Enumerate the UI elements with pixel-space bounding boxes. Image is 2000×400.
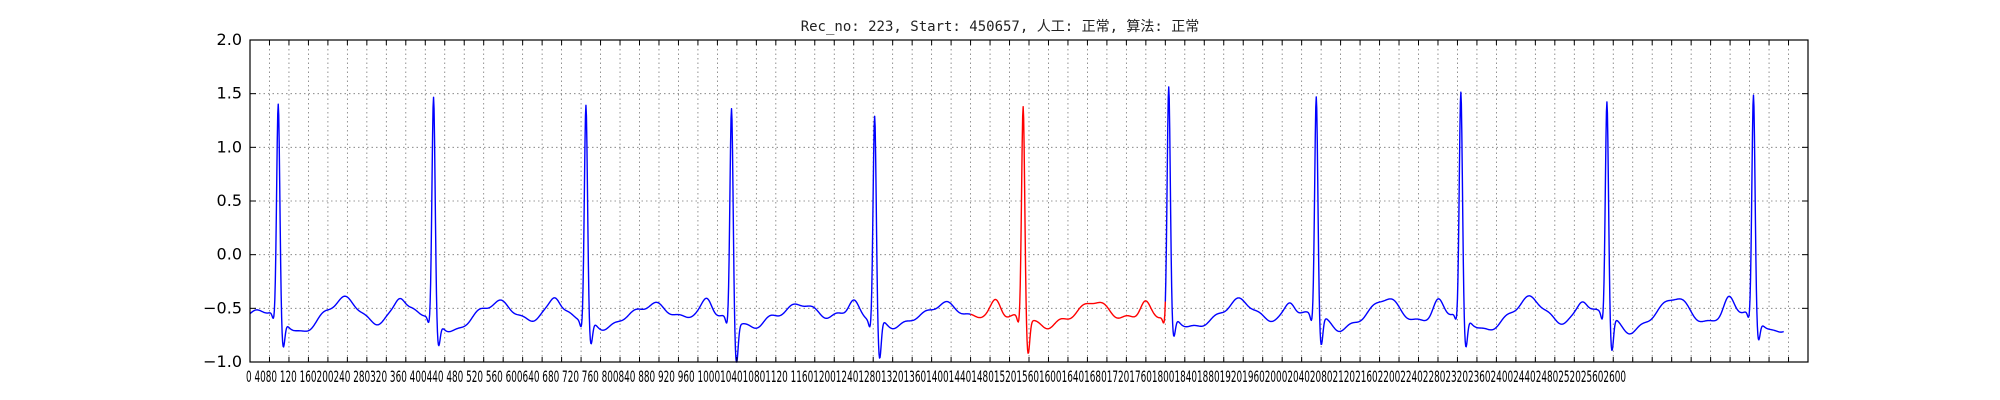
grid-lines [249, 39, 1809, 363]
y-tick-label: 0.0 [217, 245, 242, 264]
y-tick-label: −1.0 [203, 352, 242, 371]
y-tick-label: 0.5 [217, 191, 242, 210]
ecg-traces [249, 86, 1784, 363]
y-axis-ticks: −1.0 −0.5 0.0 0.5 1.0 1.5 2.0 [203, 30, 1808, 371]
ecg-trace-highlighted [970, 106, 1167, 354]
chart-title: Rec_no: 223, Start: 450657, 人工: 正常, 算法: … [801, 19, 1200, 35]
x-axis-ticks: 0 4080 120 160200240 280320 360 400440 4… [246, 40, 1809, 386]
ecg-trace [249, 96, 971, 363]
x-tick-labels: 0 4080 120 160200240 280320 360 400440 4… [246, 367, 1626, 386]
y-tick-label: 1.5 [217, 84, 242, 103]
y-tick-label: −0.5 [203, 298, 242, 317]
ecg-trace [1164, 86, 1784, 351]
y-tick-label: 1.0 [217, 137, 242, 156]
y-tick-label: 2.0 [217, 30, 242, 49]
